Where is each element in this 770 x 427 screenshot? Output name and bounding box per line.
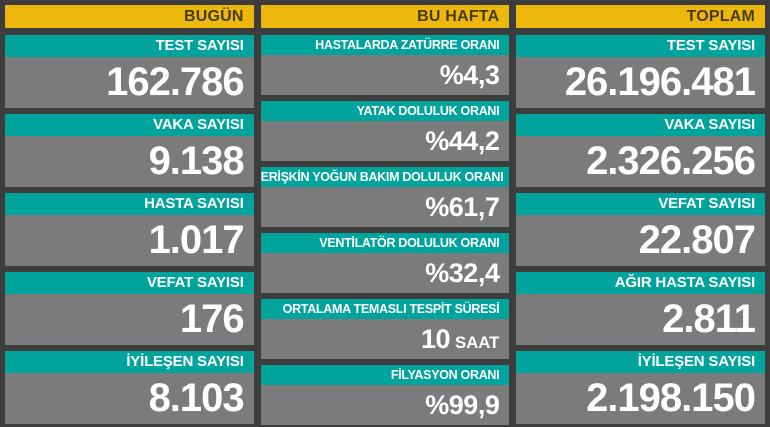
stat-value: %44,2: [260, 121, 510, 161]
stat-row-zaturre-orani: HASTALARDA ZATÜRRE ORANI %4,3: [260, 35, 510, 95]
stat-row-temasli-tespit-suresi: ORTALAMA TEMASLI TESPİT SÜRESİ 10 SAAT: [260, 299, 510, 359]
stat-row-vefat-sayisi-bugun: VEFAT SAYISI 176: [5, 272, 254, 345]
stat-label: VAKA SAYISI: [516, 114, 766, 136]
stat-value: 9.138: [5, 136, 254, 187]
stat-value-text: %44,2: [425, 126, 500, 156]
stat-value-text: 8.103: [148, 376, 245, 420]
stat-label: HASTALARDA ZATÜRRE ORANI: [260, 35, 510, 55]
stat-value-text: 2.811: [662, 297, 756, 341]
stat-row-vaka-sayisi-toplam: VAKA SAYISI 2.326.256: [516, 114, 766, 187]
column-bu-hafta: BU HAFTA HASTALARDA ZATÜRRE ORANI %4,3 Y…: [260, 5, 510, 427]
stat-label: VENTİLATÖR DOLULUK ORANI: [260, 233, 510, 253]
stat-value-text: %4,3: [439, 60, 500, 90]
stat-row-vefat-sayisi-toplam: VEFAT SAYISI 22.807: [516, 193, 766, 266]
stat-label: AĞIR HASTA SAYISI: [516, 272, 766, 294]
stat-label: İYİLEŞEN SAYISI: [5, 351, 254, 373]
stat-row-yatak-doluluk: YATAK DOLULUK ORANI %44,2: [260, 101, 510, 161]
stat-label: VEFAT SAYISI: [5, 272, 254, 294]
stat-value-text: %32,4: [425, 258, 500, 288]
stat-value-text: 162.786: [106, 60, 245, 104]
stat-label: VAKA SAYISI: [5, 114, 254, 136]
stat-value-text: 10: [420, 324, 451, 354]
stat-value: %4,3: [260, 55, 510, 95]
column-toplam: TOPLAM TEST SAYISI 26.196.481 VAKA SAYIS…: [516, 5, 766, 427]
stat-label: VEFAT SAYISI: [516, 193, 766, 215]
stat-value-text: %99,9: [425, 390, 500, 420]
stat-label: ORTALAMA TEMASLI TESPİT SÜRESİ: [260, 299, 510, 319]
stat-label: İYİLEŞEN SAYISI: [516, 351, 766, 373]
stat-value-text: 22.807: [638, 218, 756, 262]
stat-row-filyasyon-orani: FİLYASYON ORANI %99,9: [260, 365, 510, 425]
column-header-bu-hafta: BU HAFTA: [260, 5, 510, 28]
stat-row-ventilator-doluluk: VENTİLATÖR DOLULUK ORANI %32,4: [260, 233, 510, 293]
stat-value: %99,9: [260, 385, 510, 425]
stat-value: 2.198.150: [516, 373, 766, 424]
stat-label: TEST SAYISI: [516, 35, 766, 57]
stat-value: 22.807: [516, 215, 766, 266]
stat-value: 176: [5, 294, 254, 345]
stat-row-test-sayisi-toplam: TEST SAYISI 26.196.481: [516, 35, 766, 108]
stat-row-test-sayisi-bugun: TEST SAYISI 162.786: [5, 35, 254, 108]
stat-label: YATAK DOLULUK ORANI: [260, 101, 510, 121]
stat-value-text: 9.138: [148, 139, 245, 183]
stat-value: 2.811: [516, 294, 766, 345]
stat-value-suffix: SAAT: [455, 333, 500, 352]
column-bugun: BUGÜN TEST SAYISI 162.786 VAKA SAYISI 9.…: [5, 5, 254, 427]
stat-value-text: 176: [179, 297, 245, 341]
column-header-toplam: TOPLAM: [516, 5, 766, 28]
stat-label: ERİŞKİN YOĞUN BAKIM DOLULUK ORANI: [260, 167, 510, 187]
stat-row-hasta-sayisi-bugun: HASTA SAYISI 1.017: [5, 193, 254, 266]
stat-label: FİLYASYON ORANI: [260, 365, 510, 385]
stat-value: 8.103: [5, 373, 254, 424]
stat-row-agir-hasta-sayisi-toplam: AĞIR HASTA SAYISI 2.811: [516, 272, 766, 345]
stat-label: TEST SAYISI: [5, 35, 254, 57]
stat-value: 10 SAAT: [260, 319, 510, 359]
stat-value: 26.196.481: [516, 57, 766, 108]
stat-value: 1.017: [5, 215, 254, 266]
stat-value-text: %61,7: [425, 192, 500, 222]
stat-row-yogun-bakim-doluluk: ERİŞKİN YOĞUN BAKIM DOLULUK ORANI %61,7: [260, 167, 510, 227]
stat-row-iyilesen-sayisi-toplam: İYİLEŞEN SAYISI 2.198.150: [516, 351, 766, 424]
stat-row-iyilesen-sayisi-bugun: İYİLEŞEN SAYISI 8.103: [5, 351, 254, 424]
stat-value-text: 1.017: [148, 218, 245, 262]
stat-value: %61,7: [260, 187, 510, 227]
stat-value-text: 2.198.150: [586, 376, 756, 420]
column-header-bugun: BUGÜN: [5, 5, 254, 28]
stat-value: %32,4: [260, 253, 510, 293]
stat-row-vaka-sayisi-bugun: VAKA SAYISI 9.138: [5, 114, 254, 187]
stat-value-text: 26.196.481: [564, 60, 756, 104]
stat-value-text: 2.326.256: [586, 139, 756, 183]
stat-label: HASTA SAYISI: [5, 193, 254, 215]
stat-value: 162.786: [5, 57, 254, 108]
stat-value: 2.326.256: [516, 136, 766, 187]
